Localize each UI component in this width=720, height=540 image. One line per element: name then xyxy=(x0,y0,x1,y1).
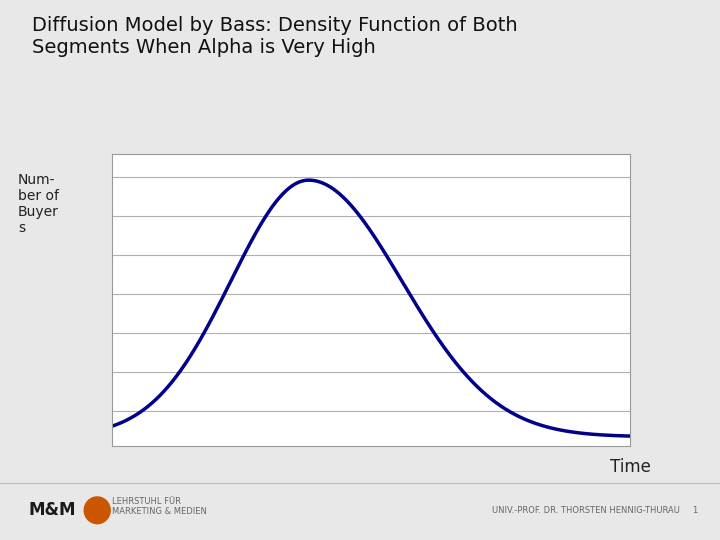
Text: M&M: M&M xyxy=(29,501,76,519)
Text: UNIV.-PROF. DR. THORSTEN HENNIG-THURAU     1: UNIV.-PROF. DR. THORSTEN HENNIG-THURAU 1 xyxy=(492,506,698,515)
Text: Diffusion Model by Bass: Density Function of Both
Segments When Alpha is Very Hi: Diffusion Model by Bass: Density Functio… xyxy=(32,16,518,57)
Text: Num-
ber of
Buyer
s: Num- ber of Buyer s xyxy=(18,173,59,235)
Text: LEHRSTUHL FÜR
MARKETING & MEDIEN: LEHRSTUHL FÜR MARKETING & MEDIEN xyxy=(112,497,207,516)
Text: Time: Time xyxy=(610,458,650,476)
